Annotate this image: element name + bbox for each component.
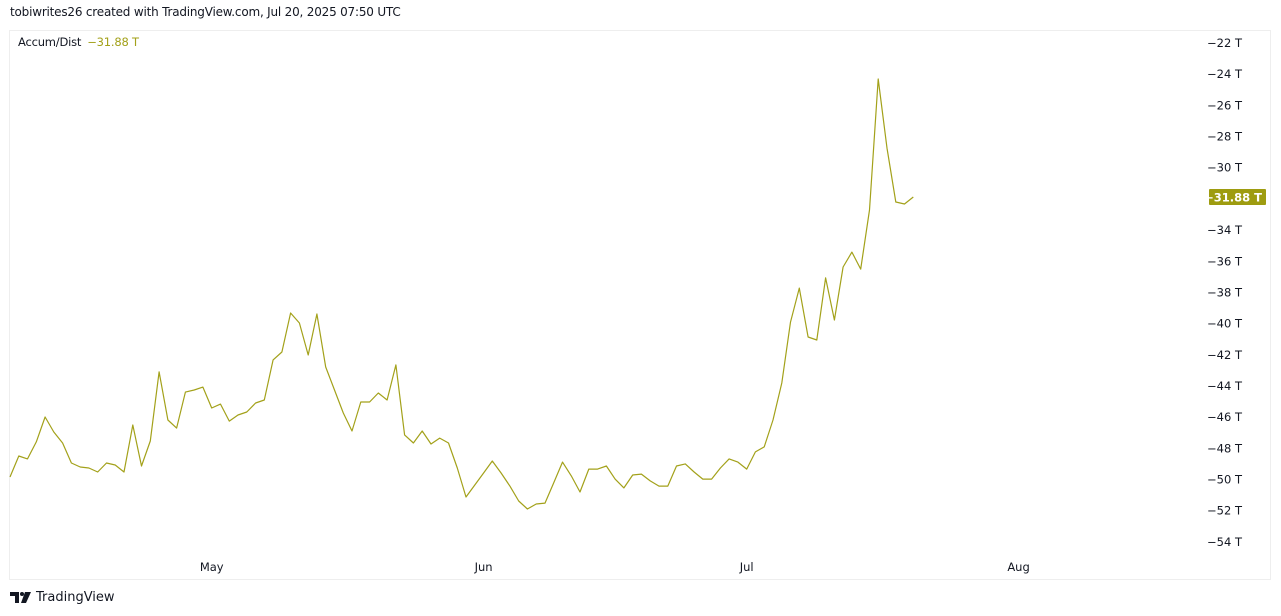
last-value-text: −31.88 T — [1204, 191, 1262, 205]
chart-attribution: tobiwrites26 created with TradingView.co… — [10, 5, 401, 19]
y-tick-label: −40 T — [1207, 317, 1243, 331]
y-tick-label: −48 T — [1207, 441, 1243, 455]
y-tick-label: −22 T — [1207, 36, 1243, 50]
x-axis: May Jun Jul Aug — [200, 560, 1030, 574]
indicator-legend[interactable]: Accum/Dist −31.88 T — [18, 35, 139, 49]
y-tick-label: −44 T — [1207, 379, 1243, 393]
y-tick-label: −54 T — [1207, 535, 1243, 549]
x-tick-label: Jul — [739, 560, 754, 574]
footer-brand[interactable]: TradingView — [10, 590, 115, 605]
y-tick-label: −24 T — [1207, 67, 1243, 81]
y-tick-label: −26 T — [1207, 98, 1243, 112]
y-tick-label: −34 T — [1207, 223, 1243, 237]
footer-brand-text: TradingView — [36, 590, 115, 605]
tradingview-logo-icon — [10, 591, 31, 603]
y-tick-label: −46 T — [1207, 410, 1243, 424]
indicator-name: Accum/Dist — [18, 35, 82, 49]
y-tick-label: −42 T — [1207, 348, 1243, 362]
last-value-badge — [1209, 189, 1266, 206]
y-tick-label: −38 T — [1207, 285, 1243, 299]
y-tick-label: −30 T — [1207, 161, 1243, 175]
y-tick-label: −28 T — [1207, 130, 1243, 144]
x-tick-label: Jun — [474, 560, 493, 574]
y-tick-label: −50 T — [1207, 473, 1243, 487]
accum-dist-line — [9, 78, 914, 510]
y-axis: −22 T −24 T −26 T −28 T −30 T −34 T −36 T −38 T… — [1207, 36, 1243, 549]
series-layer — [9, 78, 914, 510]
indicator-value: −31.88 T — [87, 35, 139, 49]
x-tick-label: Aug — [1007, 560, 1029, 574]
y-tick-label: −52 T — [1207, 504, 1243, 518]
y-tick-label: −36 T — [1207, 254, 1243, 268]
last-value-label: −31.88 T — [1204, 189, 1266, 206]
x-tick-label: May — [200, 560, 224, 574]
chart-frame — [9, 30, 1271, 580]
